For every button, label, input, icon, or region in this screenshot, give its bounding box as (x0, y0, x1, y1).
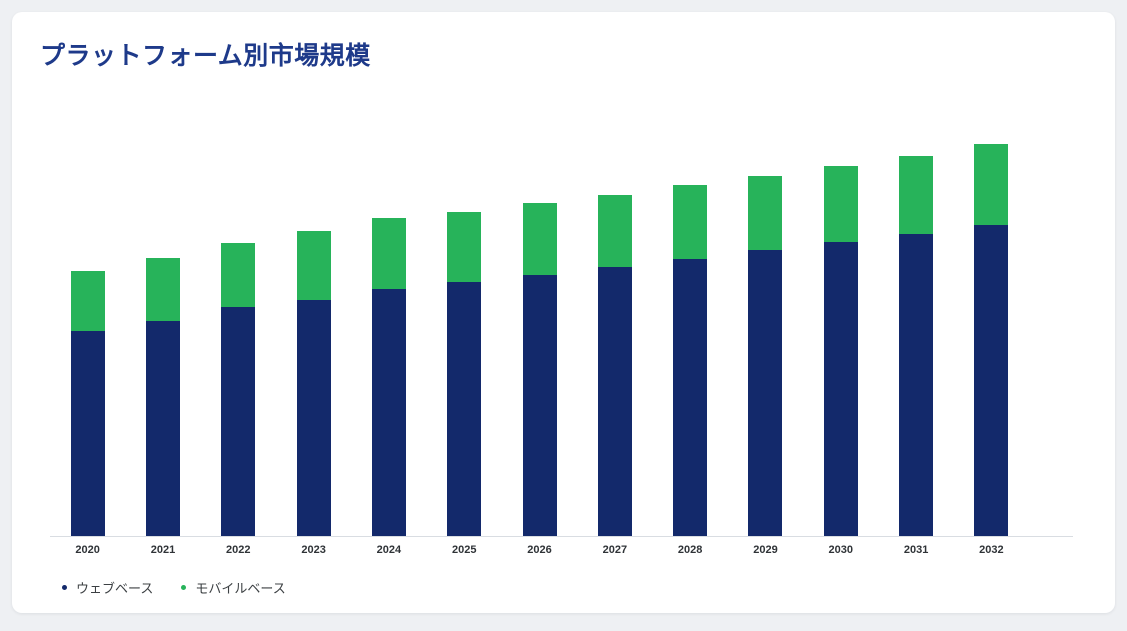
bar-segment-web (221, 307, 256, 536)
stacked-bar (748, 175, 783, 536)
bar-segment-mobile (673, 185, 708, 259)
bar-segment-mobile (522, 203, 557, 275)
bar-column-2026 (502, 203, 577, 536)
stacked-bar-chart: 2020 2021 2022 2023 2024 2025 2026 2027 2028 2029… (40, 116, 1087, 603)
stacked-bar (974, 144, 1009, 536)
x-axis-label: 2020 (75, 544, 100, 556)
stacked-bar (447, 211, 482, 536)
legend-label: モバイルベース (195, 581, 286, 596)
bar-segment-web (145, 320, 180, 536)
bar-column-2024 (351, 217, 426, 536)
stacked-bar (221, 243, 256, 536)
x-axis-label: 2021 (150, 544, 176, 556)
stacked-bar (70, 271, 105, 536)
bar-segment-mobile (70, 271, 105, 332)
x-axis-label: 2030 (828, 544, 854, 556)
bar-segment-mobile (823, 166, 858, 242)
stacked-bar (899, 155, 934, 536)
x-axis-label: 2029 (753, 544, 778, 556)
bar-column-2020 (50, 271, 125, 536)
stacked-bar (296, 231, 331, 536)
bar-segment-mobile (597, 194, 632, 268)
bar-segment-mobile (145, 257, 180, 321)
bar-segment-web (673, 258, 708, 536)
bar-segment-web (447, 281, 482, 536)
x-axis-label: 2032 (979, 544, 1004, 556)
legend-item-web[interactable]: ウェブベース (62, 578, 153, 597)
bar-column-2029 (728, 175, 803, 536)
bar-segment-web (70, 331, 105, 536)
bar-segment-web (899, 233, 934, 536)
legend-item-mobile[interactable]: モバイルベース (181, 578, 286, 597)
x-axis-labels: 2020 2021 2022 2023 2024 2025 2026 2027 2028 2029… (50, 537, 1029, 556)
bar-column-2023 (276, 231, 351, 536)
bar-column-2031 (878, 155, 953, 536)
stacked-bar (522, 203, 557, 536)
x-axis-label: 2024 (376, 544, 402, 556)
bar-column-2030 (803, 166, 878, 536)
chart-card: プラットフォーム別市場規模 2020 2021 2022 2023 2024 2025 20… (12, 12, 1115, 613)
bar-segment-web (522, 274, 557, 536)
x-axis-label: 2028 (677, 544, 703, 556)
stacked-bar (145, 257, 180, 536)
bar-segment-mobile (296, 231, 331, 300)
bars-container (50, 116, 1029, 536)
legend-dot (181, 585, 187, 590)
bar-column-2021 (125, 257, 200, 536)
stacked-bar (371, 217, 406, 536)
legend-label: ウェブベース (76, 581, 154, 596)
bar-column-2032 (954, 144, 1029, 536)
chart-legend: ウェブベース モバイルベース (62, 578, 1087, 597)
bar-segment-web (371, 289, 406, 536)
bar-segment-web (974, 225, 1009, 536)
bar-segment-mobile (899, 155, 934, 234)
bar-segment-mobile (447, 211, 482, 282)
bar-segment-mobile (748, 175, 783, 251)
bar-segment-web (823, 242, 858, 536)
legend-dot (62, 585, 67, 590)
x-axis-label: 2031 (903, 544, 929, 556)
bar-segment-mobile (371, 217, 406, 290)
x-axis-label: 2023 (301, 544, 326, 556)
bar-segment-mobile (974, 144, 1009, 226)
x-axis-label: 2027 (602, 544, 628, 556)
stacked-bar (597, 194, 632, 536)
bar-column-2027 (577, 194, 652, 536)
x-axis-label: 2025 (451, 544, 477, 556)
chart-title: プラットフォーム別市場規模 (40, 42, 371, 70)
bar-segment-web (597, 267, 632, 536)
bar-column-2025 (427, 211, 502, 536)
bar-column-2028 (653, 185, 728, 536)
bar-segment-web (296, 299, 331, 536)
x-axis-label: 2022 (226, 544, 251, 556)
bar-column-2022 (201, 243, 276, 536)
plot-area (50, 116, 1073, 537)
x-axis-label: 2026 (527, 544, 552, 556)
stacked-bar (673, 185, 708, 536)
bar-segment-web (748, 250, 783, 536)
bar-segment-mobile (221, 243, 256, 308)
stacked-bar (823, 166, 858, 536)
